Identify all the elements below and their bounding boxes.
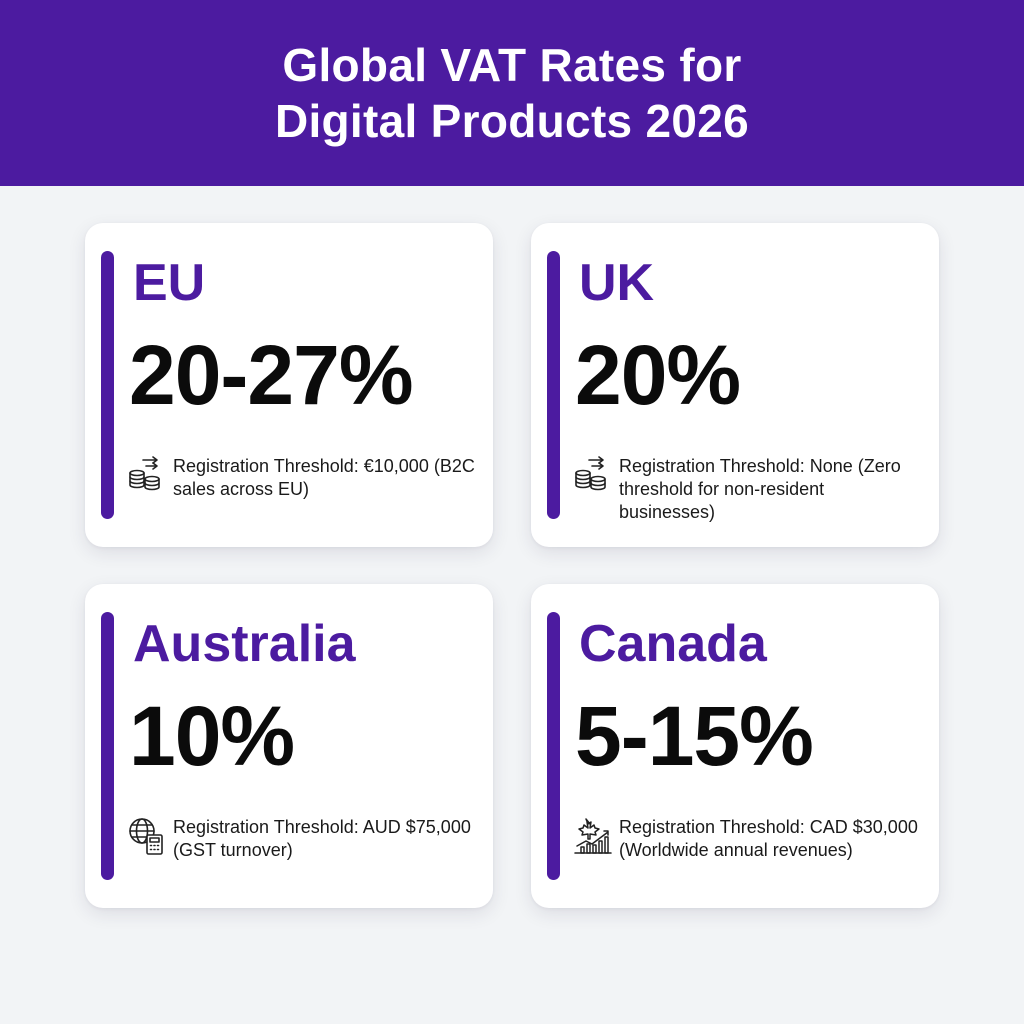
globe-calculator-icon (129, 818, 163, 855)
threshold-text: Registration Threshold: CAD $30,000 (Wor… (619, 817, 918, 860)
threshold-text: Registration Threshold: None (Zero thres… (619, 456, 901, 522)
page-title-line-2: Digital Products 2026 (274, 95, 750, 147)
card-australia: Australia 10% Registration Threshold: AU… (85, 584, 493, 908)
threshold-row: Registration Threshold: None (Zero thres… (573, 455, 923, 524)
rate-value: 20-27% (129, 328, 414, 422)
threshold-text: Registration Threshold: €10,000 (B2C sal… (173, 456, 475, 499)
coins-transfer-icon (129, 456, 160, 491)
page-title-line-1: Global VAT Rates for (282, 39, 742, 91)
card-eu: EU 20-27% Registration Threshold: €10,00… (85, 223, 493, 547)
region-name: UK (579, 254, 655, 312)
coins-transfer-icon (575, 456, 606, 491)
rate-value: 5-15% (575, 689, 814, 783)
threshold-row: Registration Threshold: CAD $30,000 (Wor… (573, 816, 923, 862)
region-name: Australia (133, 615, 356, 673)
accent-bar (101, 251, 114, 519)
threshold-row: Registration Threshold: €10,000 (B2C sal… (127, 455, 477, 501)
accent-bar (101, 612, 114, 880)
region-name: EU (133, 254, 206, 312)
accent-bar (547, 612, 560, 880)
header-banner: Global VAT Rates for Digital Products 20… (0, 0, 1024, 186)
maple-leaf-chart-icon (574, 818, 612, 854)
rate-value: 20% (575, 328, 741, 422)
threshold-row: Registration Threshold: AUD $75,000 (GST… (127, 816, 477, 862)
accent-bar (547, 251, 560, 519)
threshold-text: Registration Threshold: AUD $75,000 (GST… (173, 817, 471, 860)
rate-value: 10% (129, 689, 295, 783)
card-canada: Canada 5-15% Registration Threshold: CAD… (531, 584, 939, 908)
card-uk: UK 20% Registration Threshold: None (Zer… (531, 223, 939, 547)
page-title: Global VAT Rates for Digital Products 20… (275, 37, 749, 149)
region-name: Canada (579, 615, 767, 673)
